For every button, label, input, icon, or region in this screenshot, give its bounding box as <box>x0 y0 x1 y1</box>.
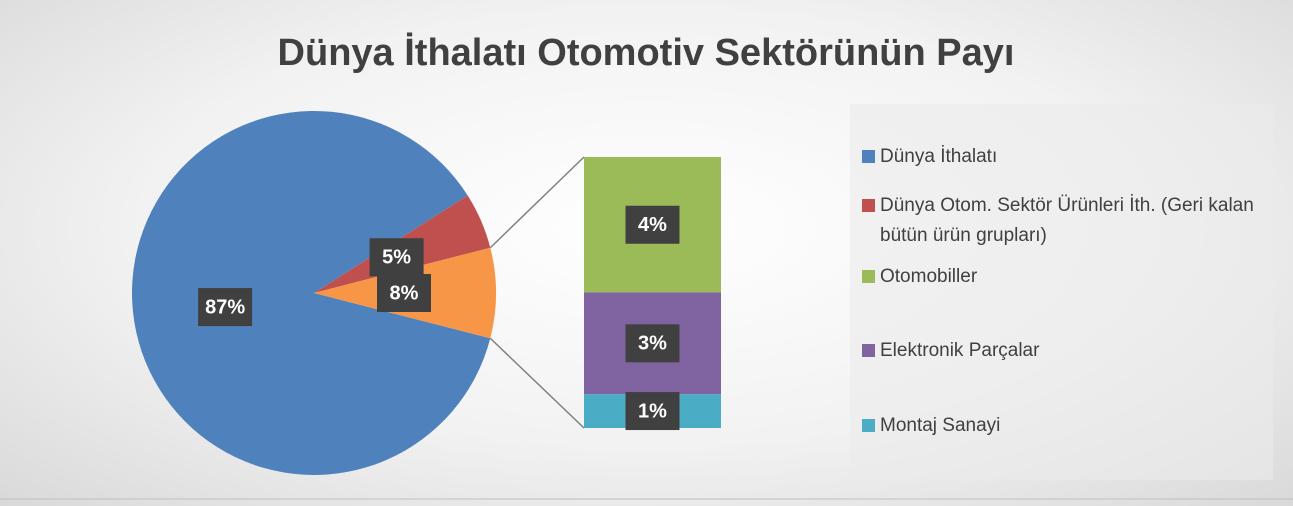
legend-entry: Montaj Sanayi <box>862 411 1262 441</box>
legend-label: Elektronik Parçalar <box>880 340 1040 361</box>
data-label: 3% <box>638 333 667 355</box>
data-label-box <box>625 392 680 431</box>
legend-swatch <box>862 419 875 432</box>
legend-entry: Otomobiller <box>862 262 1262 292</box>
data-label: 5% <box>382 247 411 269</box>
pie-slice <box>132 110 491 475</box>
legend-entry: Elektronik Parçalar <box>862 336 1262 366</box>
legend-entry: Dünya İthalatı <box>862 142 1262 172</box>
data-label-box <box>377 274 431 312</box>
data-label: 8% <box>390 282 419 304</box>
data-label-box <box>369 238 424 277</box>
chart-title: Dünya İthalatı Otomotiv Sektörünün Payı <box>278 32 1015 74</box>
data-label-box <box>198 288 253 327</box>
legend-label: Otomobiller <box>880 266 978 287</box>
data-label-box <box>625 205 680 244</box>
legend-swatch <box>862 270 875 283</box>
legend-label: Montaj Sanayi <box>880 415 1001 436</box>
legend-entry: Dünya Otom. Sektör Ürünleri İth. (Geri k… <box>862 191 1262 251</box>
data-label-box <box>625 324 680 363</box>
legend: Dünya İthalatı Dünya Otom. Sektör Ürünler… <box>850 104 1273 480</box>
legend-swatch <box>862 150 875 163</box>
data-label: 4% <box>638 214 667 236</box>
legend-swatch <box>862 199 875 212</box>
connector <box>489 337 585 429</box>
legend-swatch <box>862 344 875 357</box>
legend-label: Dünya İthalatı <box>880 146 998 167</box>
data-label: 87% <box>205 296 245 318</box>
data-label: 1% <box>638 400 667 422</box>
connector <box>489 156 585 249</box>
legend-label: Dünya Otom. Sektör Ürünleri İth. (Geri k… <box>880 195 1254 246</box>
